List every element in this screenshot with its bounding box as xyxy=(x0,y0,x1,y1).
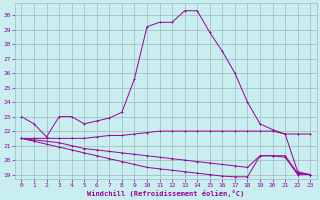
X-axis label: Windchill (Refroidissement éolien,°C): Windchill (Refroidissement éolien,°C) xyxy=(87,190,244,197)
